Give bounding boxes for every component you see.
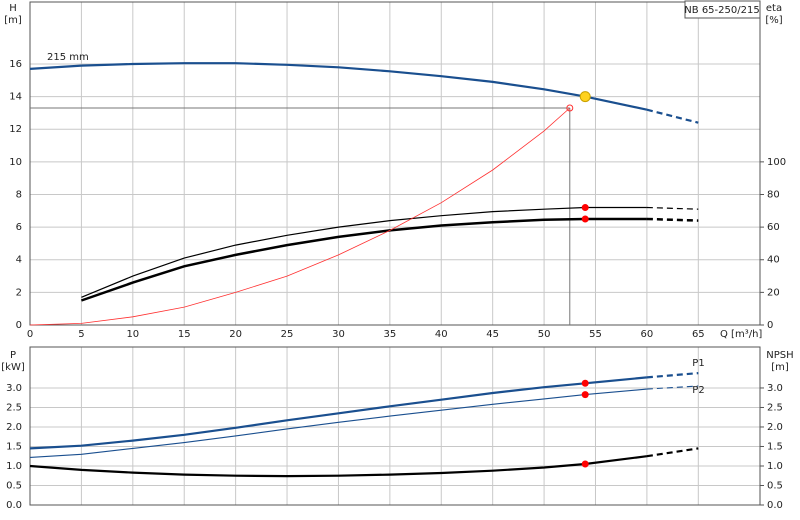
y-tick-label: 6 [16,222,22,233]
curve [646,385,699,390]
y2-tick-label: 20 [767,287,780,298]
y-axis-label: P [10,350,16,361]
y2-tick-label: 1.0 [767,461,783,472]
x-tick-label: 60 [641,329,654,340]
y-tick-label: 1.5 [6,441,22,452]
series-label: 215 mm [47,52,89,63]
y-tick-label: 10 [9,157,22,168]
x-tick-label: 30 [332,329,345,340]
x-axis-label: Q [m³/h] [720,329,762,340]
y2-tick-label: 40 [767,255,780,266]
y-tick-label: 2 [16,287,22,298]
title-box [684,0,761,19]
y2-tick-label: 0.5 [767,480,783,491]
curve [81,206,647,298]
y-tick-label: 0 [16,320,22,331]
duty-point [581,379,589,387]
y-axis-label: H [9,3,17,14]
y-tick-label: 14 [9,92,22,103]
y2-tick-label: 0 [767,320,773,331]
x-tick-label: 10 [126,329,139,340]
y2-tick-label: 100 [767,157,786,168]
y-tick-label: 0.5 [6,480,22,491]
duty-point [581,391,589,399]
y-tick-label: 16 [9,59,22,70]
duty-point [579,91,591,103]
y-tick-label: 0.0 [6,500,22,511]
series-label: P2 [692,385,704,396]
curve [29,62,648,111]
curve [646,372,699,379]
plot-frame [29,346,761,506]
curve [29,388,647,458]
x-tick-label: 15 [178,329,191,340]
curve [29,376,648,450]
y2-axis-label: eta [766,3,782,14]
series-label: P1 [692,358,704,369]
x-tick-label: 35 [383,329,396,340]
x-tick-label: 50 [538,329,551,340]
chart-title: NB 65-250/215 [684,5,759,16]
y-tick-label: 4 [16,255,22,266]
y2-tick-label: 60 [767,222,780,233]
y-tick-label: 3.0 [6,383,22,394]
y2-axis-unit: [m] [771,362,789,373]
duty-point [581,215,589,223]
y-axis-unit: [m] [4,15,22,26]
plot-frame [29,1,761,326]
duty-point [581,204,589,212]
curve [80,217,647,302]
x-tick-label: 0 [27,329,33,340]
x-tick-label: 5 [78,329,84,340]
y-tick-label: 8 [16,189,22,200]
y-tick-label: 2.0 [6,422,22,433]
y2-tick-label: 3.0 [767,383,783,394]
y-axis-unit: [kW] [1,362,25,373]
y2-axis-label: NPSH [766,350,793,361]
y2-tick-label: 1.5 [767,441,783,452]
curve [29,455,648,478]
y2-axis-unit: [%] [765,15,782,26]
x-tick-label: 65 [692,329,705,340]
curve [646,206,699,210]
y-tick-label: 12 [9,124,22,135]
x-tick-label: 55 [589,329,602,340]
y-tick-label: 1.0 [6,461,22,472]
curve [646,447,699,458]
x-tick-label: 20 [229,329,242,340]
duty-point [581,460,589,468]
y2-tick-label: 2.5 [767,402,783,413]
y2-tick-label: 2.0 [767,422,783,433]
system-curve-end [566,104,574,112]
x-tick-label: 45 [486,329,499,340]
y2-tick-label: 80 [767,189,780,200]
y2-tick-label: 0.0 [767,500,783,511]
curve [29,107,571,326]
x-tick-label: 25 [281,329,294,340]
curve [646,108,699,124]
curve [646,217,699,222]
y-tick-label: 2.5 [6,402,22,413]
x-tick-label: 40 [435,329,448,340]
